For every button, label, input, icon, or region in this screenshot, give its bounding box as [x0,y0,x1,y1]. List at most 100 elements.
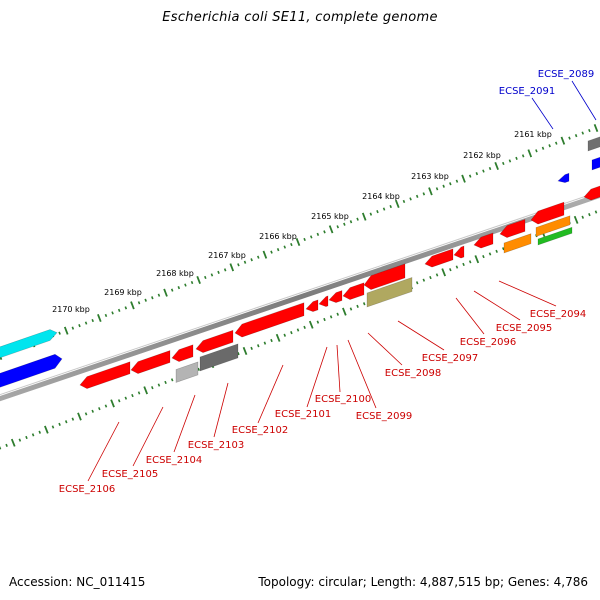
minor-tick [84,412,88,416]
gene-label-ECSE_2094[interactable]: ECSE_2094 [530,309,586,320]
gene-arrow-ECSE_2089[interactable] [587,135,600,153]
gene-arrow-blue-edge[interactable] [591,156,600,172]
major-tick [441,268,446,277]
minor-tick [296,328,300,332]
minor-tick [190,280,194,285]
minor-tick [349,220,353,224]
gene-label-ECSE_2096[interactable]: ECSE_2096 [460,337,516,348]
major-tick [229,263,235,272]
gene-arrow-ECSE_2096[interactable] [473,232,494,250]
gene-arrow-ECSE_2094[interactable] [530,201,565,226]
major-tick [593,123,599,133]
minor-tick [104,404,108,408]
gene-arrow-ECSE_2099b[interactable] [342,282,365,302]
gene-label-ECSE_2091[interactable]: ECSE_2091 [499,86,555,97]
gene-label-ECSE_2089[interactable]: ECSE_2089 [538,69,594,80]
minor-tick [329,315,333,319]
gene-arrow-ECSE_2106[interactable] [79,361,131,391]
minor-tick [316,232,320,236]
minor-tick [409,197,412,201]
gene-label-ECSE_2102[interactable]: ECSE_2102 [232,425,288,436]
minor-tick [137,301,141,305]
gene-arrow-ECSE_2100[interactable] [318,295,329,309]
minor-tick [468,174,472,178]
minor-tick [449,182,452,186]
gene-arrow-ECSE_2104[interactable] [175,361,199,385]
minor-tick [462,262,465,267]
minor-tick [415,194,419,198]
minor-tick [131,393,134,398]
minor-tick [502,161,505,166]
major-tick [262,250,268,259]
leader-line [347,339,377,409]
gene-arrow-ECSE_2102[interactable] [234,302,305,339]
gene-arrow-khaki[interactable] [366,277,413,309]
gene-label-ECSE_2097[interactable]: ECSE_2097 [422,353,478,364]
gene-arrow-ECSE_2101[interactable] [305,299,319,314]
minor-tick [270,338,273,343]
minor-tick [31,433,35,437]
gene-arrow-2103b[interactable] [195,329,234,354]
major-tick [63,326,69,335]
gene-label-ECSE_2106[interactable]: ECSE_2106 [59,484,115,495]
major-tick [163,288,168,297]
minor-tick [64,420,68,424]
minor-tick [204,275,207,280]
minor-tick [38,430,41,434]
gene-arrow-ECSE_2103[interactable] [199,343,239,373]
gene-features[interactable] [0,135,600,391]
leader-line [367,332,403,366]
gene-arrow-orange-1[interactable] [503,233,532,255]
minor-tick [197,367,200,371]
major-tick [97,313,102,323]
minor-tick [250,346,253,350]
minor-tick [435,187,439,191]
gene-label-ECSE_2104[interactable]: ECSE_2104 [146,455,202,466]
scale-label: 2170 kbp [52,305,90,314]
minor-tick [51,425,55,429]
minor-tick [541,146,545,150]
gene-label-ECSE_2101[interactable]: ECSE_2101 [275,409,331,420]
gene-arrow-ECSE_2098[interactable] [363,263,406,292]
minor-tick [442,184,445,188]
minor-tick [25,435,28,440]
gene-arrow-2104b[interactable] [171,344,194,364]
gene-arrow-red-edge[interactable] [583,185,600,202]
gene-arrow-ECSE_2091[interactable] [557,172,570,184]
gene-arrow-green[interactable] [537,226,573,247]
minor-tick [283,245,287,249]
gene-label-ECSE_2095[interactable]: ECSE_2095 [496,323,552,334]
minor-tick [588,128,591,133]
gene-arrow-ECSE_2097b[interactable] [453,245,465,260]
minor-tick [210,273,214,277]
minor-tick [124,306,128,310]
gene-label-ECSE_2098[interactable]: ECSE_2098 [385,368,441,379]
minor-tick [495,249,498,253]
minor-tick [422,192,426,196]
gene-arrow-ECSE_2099[interactable] [328,290,343,305]
gene-label-ECSE_2105[interactable]: ECSE_2105 [102,469,158,480]
minor-tick [594,210,598,214]
scale-label: 2168 kbp [156,269,194,278]
minor-tick [455,265,459,269]
leader-line [213,382,229,438]
minor-tick [488,166,492,171]
gene-arrow-orange-2[interactable] [535,215,571,239]
gene-labels[interactable]: 2161 kbp 2162 kbp 2163 kbp 2164 kbp 2165 kbp… [52,69,597,495]
major-tick [474,255,480,264]
gene-arrow-ECSE_2095[interactable] [499,218,526,239]
gene-label-ECSE_2100[interactable]: ECSE_2100 [315,394,371,405]
gene-arrow-ECSE_2105[interactable] [130,350,171,376]
gene-arrow-ECSE_2097[interactable] [424,248,454,269]
gene-label-ECSE_2103[interactable]: ECSE_2103 [188,440,244,451]
minor-tick [18,438,22,442]
leader-line [173,394,196,453]
gene-arrow-blue[interactable] [0,353,63,391]
gene-label-ECSE_2099[interactable]: ECSE_2099 [356,411,412,422]
gene-arrow-cyan[interactable] [0,329,58,362]
minor-tick [515,156,518,160]
leader-line [498,280,557,307]
minor-tick [303,237,306,242]
scale-label: 2166 kbp [259,232,297,241]
